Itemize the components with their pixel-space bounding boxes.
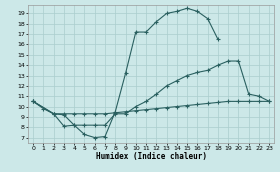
X-axis label: Humidex (Indice chaleur): Humidex (Indice chaleur) bbox=[96, 152, 207, 161]
